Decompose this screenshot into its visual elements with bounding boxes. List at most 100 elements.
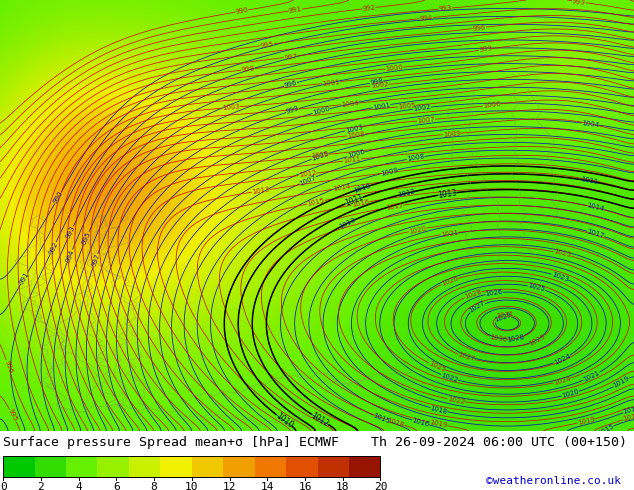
Bar — [318, 456, 349, 477]
Bar — [98, 456, 129, 477]
Text: 993: 993 — [438, 5, 452, 12]
Text: 1006: 1006 — [482, 101, 501, 109]
Text: 1012: 1012 — [397, 188, 416, 198]
Text: 993: 993 — [65, 225, 76, 240]
Text: 10: 10 — [185, 482, 198, 490]
Text: 997: 997 — [90, 253, 101, 268]
Text: 1003: 1003 — [345, 123, 363, 134]
Text: 1030: 1030 — [489, 334, 508, 343]
Text: 1005: 1005 — [398, 102, 417, 110]
Text: 1010: 1010 — [274, 411, 295, 430]
Text: ©weatheronline.co.uk: ©weatheronline.co.uk — [486, 476, 621, 486]
Text: 1017: 1017 — [385, 202, 404, 211]
Text: 993: 993 — [572, 0, 586, 6]
Text: 991: 991 — [18, 271, 30, 286]
Text: 992: 992 — [362, 4, 376, 12]
Text: 1015: 1015 — [372, 413, 391, 425]
Text: 12: 12 — [223, 482, 236, 490]
Bar — [129, 456, 160, 477]
Text: 1017: 1017 — [586, 228, 605, 239]
Text: 1011: 1011 — [580, 176, 599, 186]
Bar — [286, 456, 318, 477]
Bar — [255, 456, 286, 477]
Text: 1004: 1004 — [581, 120, 600, 128]
Text: 1024: 1024 — [553, 353, 571, 366]
Text: 4: 4 — [75, 482, 82, 490]
Bar — [349, 456, 380, 477]
Text: 1028: 1028 — [463, 289, 482, 300]
Text: 994: 994 — [419, 15, 433, 22]
Text: 1010: 1010 — [353, 182, 372, 194]
Text: 999: 999 — [285, 105, 300, 115]
Text: 1029: 1029 — [493, 312, 512, 323]
Text: 997: 997 — [283, 53, 297, 61]
Text: 16: 16 — [298, 482, 312, 490]
Text: 998: 998 — [241, 66, 255, 73]
Text: 1014: 1014 — [332, 184, 351, 192]
Text: 1013: 1013 — [437, 188, 458, 199]
Text: 1007: 1007 — [298, 174, 317, 187]
Bar — [191, 456, 223, 477]
Text: 1011: 1011 — [344, 193, 365, 208]
Text: 991: 991 — [288, 6, 302, 14]
Text: 1019: 1019 — [577, 416, 595, 426]
Text: 1013: 1013 — [252, 186, 270, 195]
Text: Surface pressure Spread mean+σ [hPa] ECMWF    Th 26-09-2024 06:00 UTC (00+150): Surface pressure Spread mean+σ [hPa] ECM… — [3, 436, 627, 449]
Text: 1018: 1018 — [623, 413, 634, 422]
Text: 1013: 1013 — [339, 217, 357, 230]
Text: 1022: 1022 — [440, 372, 459, 383]
Text: 6: 6 — [113, 482, 120, 490]
Text: 1008: 1008 — [406, 153, 425, 162]
Text: 999: 999 — [479, 46, 493, 53]
Text: 998: 998 — [369, 78, 384, 86]
Text: 1011: 1011 — [343, 156, 361, 164]
Text: 1015: 1015 — [597, 423, 615, 437]
Bar — [223, 456, 255, 477]
Text: 1027: 1027 — [457, 352, 476, 363]
Text: 20: 20 — [373, 482, 387, 490]
Text: 1009: 1009 — [380, 167, 399, 176]
Text: 1022: 1022 — [446, 396, 465, 405]
Text: 1020: 1020 — [561, 389, 580, 399]
Text: 1000: 1000 — [385, 64, 404, 72]
Text: 1008: 1008 — [347, 131, 365, 139]
Text: 1012: 1012 — [309, 411, 330, 428]
Text: 1021: 1021 — [582, 370, 601, 383]
Text: 1001: 1001 — [372, 101, 391, 111]
Text: 0: 0 — [0, 482, 6, 490]
Text: 1014: 1014 — [586, 202, 605, 213]
Text: 1012: 1012 — [298, 170, 317, 178]
Text: 1019: 1019 — [429, 419, 448, 429]
Text: 1019: 1019 — [612, 375, 631, 389]
Text: 1006: 1006 — [347, 149, 366, 159]
Text: 992: 992 — [48, 241, 59, 255]
Text: 990: 990 — [52, 190, 64, 205]
Text: 1018: 1018 — [429, 405, 448, 415]
Text: 996: 996 — [283, 80, 298, 89]
Text: 14: 14 — [261, 482, 274, 490]
Text: 1002: 1002 — [413, 104, 431, 112]
Text: 1015: 1015 — [307, 197, 325, 207]
Text: 1005: 1005 — [311, 150, 330, 162]
Bar — [160, 456, 191, 477]
Text: 1031: 1031 — [495, 311, 514, 319]
Text: 1027: 1027 — [468, 300, 486, 315]
Text: 995: 995 — [7, 408, 18, 423]
Text: 995: 995 — [81, 231, 92, 245]
Text: 1007: 1007 — [417, 116, 436, 124]
Bar — [66, 456, 98, 477]
Text: 8: 8 — [151, 482, 157, 490]
Text: 996: 996 — [472, 24, 486, 32]
Text: 1016: 1016 — [351, 199, 370, 208]
Text: 1023: 1023 — [550, 271, 569, 283]
Text: 1025: 1025 — [527, 283, 546, 293]
Text: 1003: 1003 — [222, 104, 240, 111]
Text: 1025: 1025 — [427, 360, 446, 373]
Text: 1016: 1016 — [411, 417, 430, 428]
Text: 1009: 1009 — [443, 130, 461, 138]
Text: 1020: 1020 — [408, 225, 427, 235]
Text: 1021: 1021 — [440, 229, 459, 238]
Text: 2: 2 — [37, 482, 44, 490]
Text: 995: 995 — [260, 41, 275, 49]
Text: 996: 996 — [3, 359, 13, 374]
